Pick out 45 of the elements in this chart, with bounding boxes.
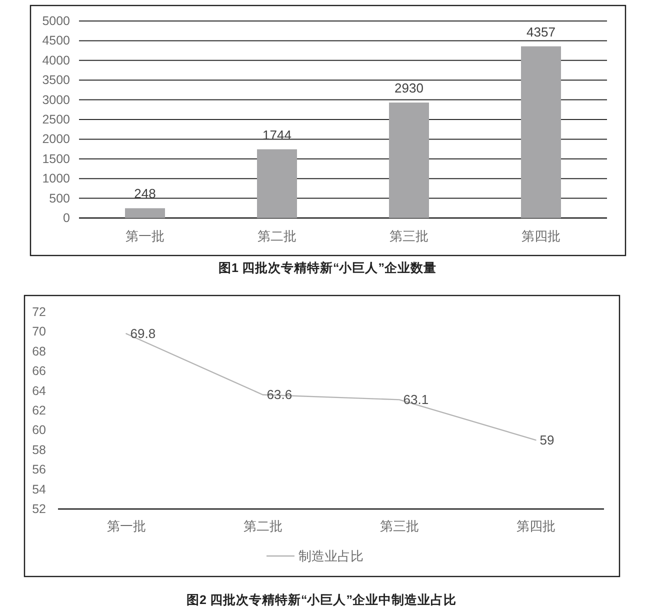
data-label: 2930 <box>394 80 424 96</box>
y-tick-label: 3500 <box>42 73 70 88</box>
data-label: 63.1 <box>403 392 429 408</box>
y-tick-label: 4500 <box>42 34 70 48</box>
y-tick-label: 5000 <box>42 14 70 28</box>
data-label: 63.6 <box>266 387 292 402</box>
text: 图1 四批次专精特新“小巨人”企业数量 <box>218 260 436 275</box>
data-label: 59 <box>540 432 554 448</box>
y-tick-label: 0 <box>63 211 70 225</box>
x-tick-label: 第二批 <box>243 518 282 534</box>
y-tick-label: 58 <box>32 442 46 457</box>
y-tick-label: 68 <box>32 344 46 358</box>
data-label: 4357 <box>526 24 556 40</box>
y-tick-label: 60 <box>32 423 46 438</box>
x-tick-label: 第四批 <box>522 228 560 244</box>
y-tick-label: 1500 <box>42 152 70 166</box>
bar <box>257 149 297 218</box>
text: 图2 四批次专精特新“小巨人”企业中制造业占比 <box>186 592 456 607</box>
y-tick-label: 2500 <box>42 112 70 126</box>
y-tick-label: 66 <box>32 364 46 378</box>
bar <box>125 208 165 218</box>
y-tick-label: 54 <box>32 482 46 496</box>
legend-label: 制造业占比 <box>298 548 364 564</box>
data-label: 1744 <box>262 127 292 142</box>
x-tick-label: 第一批 <box>106 518 146 534</box>
y-tick-label: 2000 <box>42 132 70 146</box>
y-tick-label: 4000 <box>42 53 70 68</box>
y-tick-label: 64 <box>32 384 46 398</box>
bar <box>521 46 561 218</box>
y-tick-label: 62 <box>32 404 46 418</box>
data-label: 248 <box>134 186 156 202</box>
bar <box>389 102 429 218</box>
x-tick-label: 第三批 <box>390 228 428 244</box>
x-tick-label: 第四批 <box>516 518 556 534</box>
y-tick-label: 1000 <box>42 172 70 186</box>
y-tick-label: 70 <box>32 324 46 339</box>
data-label: 69.8 <box>130 326 156 342</box>
x-tick-label: 第三批 <box>380 518 419 534</box>
y-tick-label: 56 <box>32 462 46 477</box>
x-tick-label: 第一批 <box>126 228 164 244</box>
y-tick-label: 3000 <box>42 92 70 107</box>
x-tick-label: 第二批 <box>258 228 296 244</box>
y-tick-label: 72 <box>32 305 46 319</box>
y-tick-label: 52 <box>32 502 46 516</box>
y-tick-label: 500 <box>49 191 70 206</box>
